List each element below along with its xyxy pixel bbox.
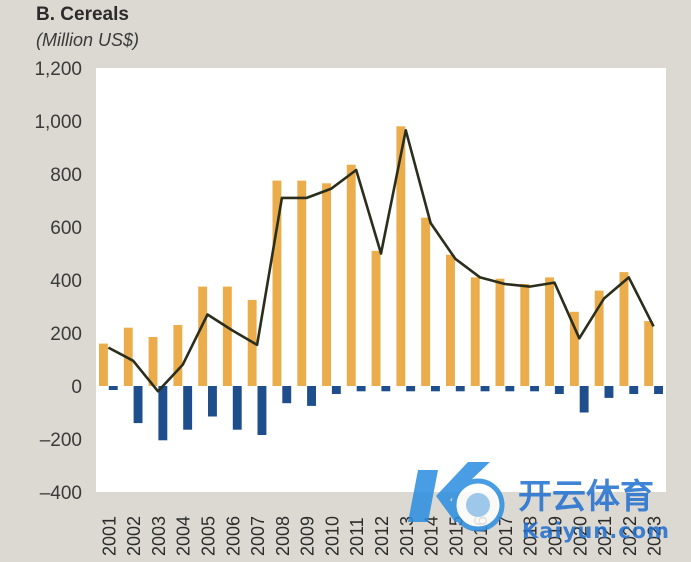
import-bar (654, 386, 663, 394)
import-bar (505, 386, 515, 392)
import-bar (158, 386, 168, 441)
y-tick-label: 200 (50, 324, 82, 345)
export-bar (520, 284, 530, 386)
x-tick-label: 2006 (223, 516, 243, 556)
x-tick-label: 2004 (174, 516, 194, 556)
export-bar (619, 272, 629, 386)
y-tick-label: 0 (71, 377, 82, 398)
import-bar (307, 386, 316, 406)
plot-area (96, 68, 666, 492)
y-axis: –400 –200 0 200 400 600 800 1,000 1,200 (34, 59, 82, 504)
import-bar (431, 386, 440, 392)
export-bar (297, 180, 307, 386)
export-bar (569, 311, 579, 386)
x-tick-label: 2003 (149, 516, 169, 556)
x-tick-label: 2018 (521, 516, 541, 556)
export-bar (545, 277, 554, 386)
import-bar (356, 386, 366, 392)
import-bar (208, 386, 217, 417)
x-axis: 2001 2002 2003 2004 2005 2006 2007 2008 2009 2010… (99, 516, 664, 556)
x-tick-label: 2019 (545, 516, 565, 556)
import-bar (406, 386, 416, 392)
import-bar (381, 386, 391, 392)
export-bar (173, 325, 183, 386)
x-tick-label: 2022 (620, 516, 640, 556)
y-tick-label: 1,000 (34, 112, 82, 133)
x-tick-label: 2020 (570, 516, 590, 556)
kaiyun-watermark: 开云体育 Kaiyun.com (408, 462, 670, 543)
import-bar (183, 386, 193, 430)
x-tick-label: 2008 (273, 516, 293, 556)
watermark-brand-cn: 开云体育 (518, 477, 654, 517)
import-bar (554, 386, 564, 394)
y-tick-label: 400 (50, 271, 82, 292)
export-bar (644, 321, 654, 386)
export-bar (470, 277, 480, 386)
import-bar (480, 386, 490, 392)
chart-subtitle: (Million US$) (36, 30, 140, 50)
import-bar (579, 386, 589, 413)
line-series (107, 129, 655, 393)
x-tick-label: 2007 (248, 516, 268, 556)
export-bar (322, 183, 331, 386)
export-bar (495, 278, 505, 386)
x-tick-label: 2012 (372, 516, 392, 556)
export-bar (198, 286, 208, 386)
export-bar (346, 164, 356, 386)
x-tick-label: 2001 (99, 516, 119, 556)
chart-title: B. Cereals (36, 4, 129, 25)
import-bar (133, 386, 143, 424)
net-trade-line (107, 129, 655, 393)
import-bar (331, 386, 341, 394)
export-bar (396, 126, 406, 387)
x-tick-label: 2021 (595, 516, 615, 556)
y-tick-label: 800 (50, 165, 82, 186)
import-bar (257, 386, 267, 435)
y-tick-label: –400 (40, 483, 82, 504)
import-bar (232, 386, 242, 430)
import-bar (629, 386, 639, 394)
import-bar (530, 386, 539, 392)
x-tick-label: 2015 (446, 516, 466, 556)
watermark-brand-en: Kaiyun.com (522, 519, 670, 543)
x-tick-label: 2023 (645, 516, 665, 556)
export-bar (99, 343, 108, 386)
x-tick-label: 2010 (322, 516, 342, 556)
y-tick-label: –200 (40, 430, 82, 451)
import-bar (604, 386, 614, 398)
import-bar (455, 386, 465, 392)
export-bar (594, 290, 604, 386)
x-tick-label: 2017 (496, 516, 516, 556)
kaiyun-logo-icon (408, 462, 505, 532)
export-bar (371, 250, 381, 386)
x-tick-label: 2005 (199, 516, 219, 556)
import-bar (282, 386, 292, 404)
export-bar (421, 217, 431, 386)
x-tick-label: 2014 (422, 516, 442, 556)
export-bar (222, 286, 232, 386)
export-bar (446, 254, 455, 386)
x-tick-label: 2002 (124, 516, 144, 556)
import-bar (108, 386, 118, 390)
y-tick-label: 600 (50, 218, 82, 239)
export-bar (272, 180, 282, 386)
export-bar (148, 337, 158, 386)
x-tick-label: 2011 (347, 517, 367, 556)
x-tick-label: 2013 (397, 516, 417, 556)
x-tick-label: 2009 (298, 516, 318, 556)
y-tick-label: 1,200 (34, 59, 82, 80)
